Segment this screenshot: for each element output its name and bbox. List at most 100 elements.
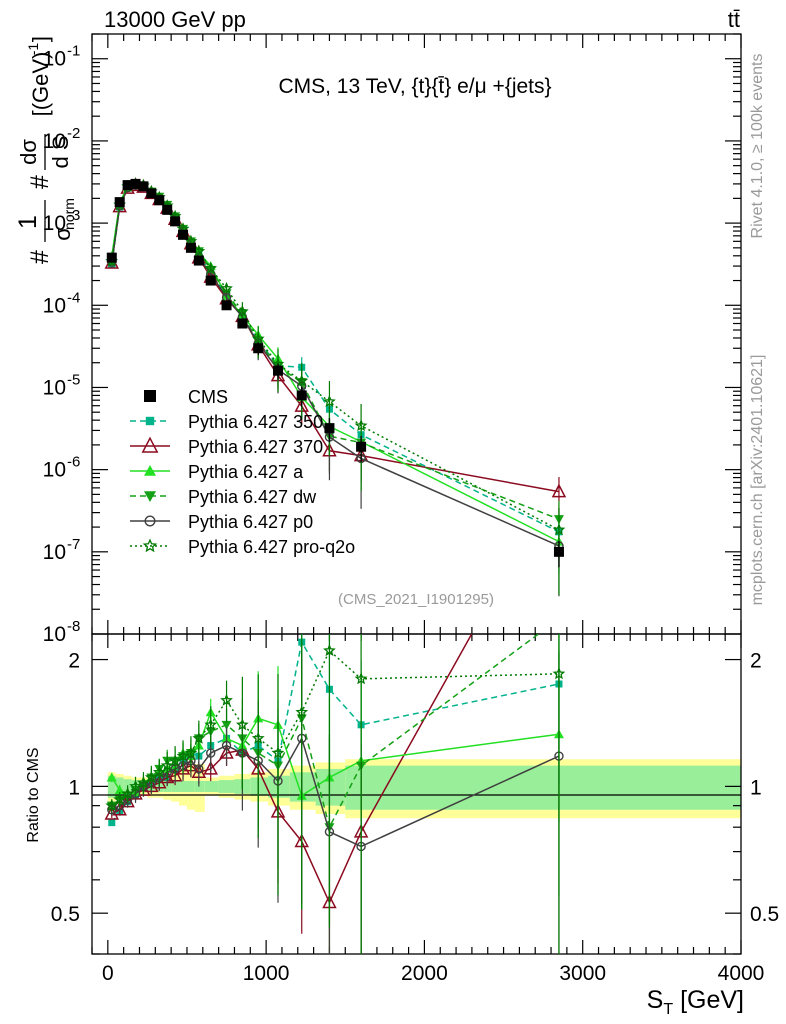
marker-star [271,746,285,759]
ratio-series-pythia-6-427-pro-q2o [105,634,566,954]
legend-label: Pythia 6.427 a [188,462,304,482]
legend-label-data: CMS [188,387,228,407]
y-tick-label: 10 [43,459,66,482]
y-tick-exponent: -8 [67,618,80,635]
rivet-version-label: Rivet 4.1.0, ≥ 100k events [749,54,766,239]
marker-circle-open [206,748,216,758]
marker-star [552,523,566,536]
data-point [193,255,204,266]
y-label-dst: d S [48,135,73,168]
data-point [237,318,248,329]
y-label-dsigma: dσ [16,139,41,165]
data-point [154,195,165,206]
data-point [324,423,335,434]
marker-star [235,304,249,317]
marker-star [160,758,174,772]
x-tick-label: 4000 [718,962,765,985]
marker-star [176,749,190,762]
data-point [170,216,181,227]
marker-star [354,672,368,685]
x-axis-label: ST [GeV] [647,986,744,1018]
data-point [553,546,564,557]
marker-star [552,667,566,680]
marker-star [220,281,233,294]
legend-marker-data [144,390,156,402]
y-label-sigma: σ [50,227,75,241]
marker-star [144,770,158,783]
ratio-tick-label-left: 1 [68,776,80,799]
ratio-tick-label-left: 0.5 [51,903,80,926]
ratio-tick-label-left: 2 [68,650,80,673]
y-label-norm: norm [61,198,77,230]
band-inner-bin [179,780,187,792]
marker-square [108,819,116,827]
marker-square [145,416,155,426]
y-tick-exponent: -2 [67,125,80,142]
series-pythia-6-427-a [106,179,564,574]
data-point [185,242,196,253]
marker-star [192,731,206,744]
series-pythia-6-427-dw [106,180,564,559]
marker-star [295,705,309,718]
marker-triangle-open [203,760,218,775]
marker-star [204,718,218,731]
data-point [114,197,125,208]
marker-circle-open [144,515,156,527]
data-point [178,229,189,240]
data-point [356,441,367,452]
marker-star [251,731,265,744]
y-tick-label: 10 [43,48,66,71]
ratio-tick-label-right: 1 [750,776,762,799]
ratio-y-axis-label: Ratio to CMS [25,747,42,842]
main-series-layer [104,177,567,597]
y-tick-label: 10 [43,541,66,564]
series-pythia-6-427-370 [104,177,567,517]
y-tick-exponent: -4 [67,289,80,306]
x-label-main: S [647,986,664,1014]
mcplots-site-label: mcplots.cern.ch [arXiv:2401.10621] [749,355,766,606]
x-tick-label: 2000 [401,962,448,985]
band-inner-bin [186,780,195,792]
marker-star [184,746,198,759]
process-label: tt̄ [728,7,740,32]
data-point [296,390,307,401]
band-inner-bin [163,780,172,792]
series-line [111,184,560,533]
marker-star [295,374,309,387]
data-point [162,204,173,215]
marker-star [204,261,218,274]
marker-star [168,754,182,767]
mc-uncertainty-band [107,759,741,819]
data-point [221,300,232,311]
marker-star [152,765,166,778]
y-label-exponent: -1 [25,43,41,56]
ratio-tick-label-right: 0.5 [750,903,779,926]
band-inner-bin [194,780,205,792]
y-label-unit: [(GeV) [28,52,53,117]
marker-star [129,779,142,792]
y-axis-label: # 1 σ norm # dσ d S [(GeV) -1 ] [14,36,77,264]
y-tick-label: 10 [43,623,66,646]
x-label-unit: [GeV] [673,986,744,1014]
y-tick-exponent: -5 [67,371,80,388]
marker-triangle-open [551,483,567,498]
ratio-series-layer [104,634,566,954]
legend: CMS Pythia 6.427 350 Pythia 6.427 370 Pythi… [130,387,355,557]
marker-triangle [106,772,117,782]
marker-triangle-down [221,720,232,730]
marker-star [354,419,368,432]
band-inner-bin [345,765,461,810]
band-inner-bin [250,777,269,796]
y-tick-exponent: -7 [67,536,80,553]
marker-star [235,718,249,731]
y-label-numerator-one: 1 [14,215,42,229]
y-tick-label: 10 [43,294,66,317]
legend-label: Pythia 6.427 p0 [188,512,313,532]
legend-label: Pythia 6.427 350 [188,412,323,432]
x-tick-label: 1000 [243,962,290,985]
marker-star [113,792,127,806]
data-point [138,181,149,192]
marker-star [220,693,233,706]
